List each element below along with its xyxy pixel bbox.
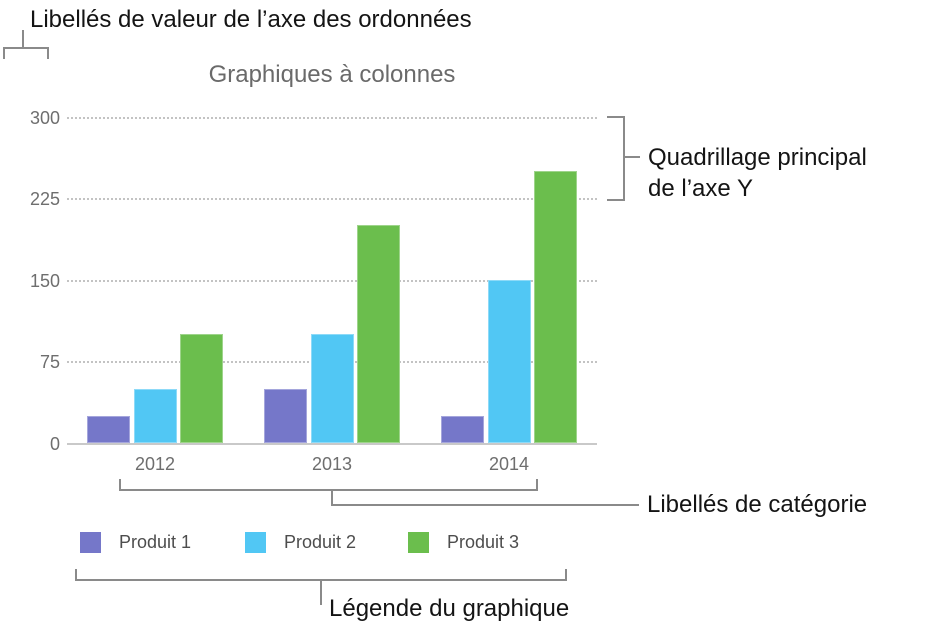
category-label-2014: 2014	[488, 454, 530, 474]
y-tick-label-75: 75	[39, 352, 60, 373]
chart-title: Graphiques à colonnes	[208, 61, 456, 88]
bar-produit-1-2012	[87, 415, 130, 443]
bracket-y-value-labels	[3, 47, 49, 59]
annotation-y-gridlines-line2: de l’axe Y	[648, 175, 753, 202]
y-gridline-225	[67, 198, 597, 201]
bracket-legend-stem	[320, 579, 322, 605]
legend-swatch-1	[80, 532, 101, 553]
bar-group-2014	[441, 171, 577, 443]
legend-label-2: Produit 2	[284, 532, 357, 552]
bar-produit-3-2014	[534, 171, 577, 443]
y-tick-label-300: 300	[29, 107, 60, 128]
y-tick-label-150: 150	[29, 270, 60, 291]
legend-swatch-2	[245, 532, 266, 553]
legend-label-3: Produit 3	[447, 532, 520, 552]
bar-group-2013	[264, 225, 400, 443]
legend-swatch-3	[408, 532, 429, 553]
bar-produit-1-2014	[441, 415, 484, 443]
bracket-y-gridlines	[607, 116, 625, 201]
legend-item-1: Produit 1	[80, 532, 191, 553]
y-tick-label-0: 0	[49, 434, 60, 454]
annotation-y-gridlines: Quadrillage principal de l’axe Y	[648, 142, 867, 204]
y-gridline-150	[67, 279, 597, 282]
category-label-2012: 2012	[134, 454, 176, 474]
legend-label-1: Produit 1	[119, 532, 192, 552]
y-tick-label-225: 225	[29, 189, 60, 210]
bar-produit-1-2013	[264, 388, 307, 443]
y-gridline-300	[67, 116, 597, 119]
bracket-category-labels	[119, 479, 538, 491]
annotation-legend: Légende du graphique	[329, 595, 570, 622]
bar-produit-2-2012	[133, 388, 177, 443]
chart-legend: Produit 1 Produit 2 Produit 3	[0, 532, 940, 554]
annotation-category-labels: Libellés de catégorie	[647, 491, 868, 518]
bar-produit-2-2013	[310, 334, 354, 443]
category-label-2013: 2013	[311, 454, 353, 474]
plot-area: 300 225 150 75 0 2012 2013 2014	[30, 108, 597, 474]
legend-item-2: Produit 2	[245, 532, 356, 553]
legend-item-3: Produit 3	[408, 532, 519, 553]
bracket-category-labels-connector	[331, 489, 639, 506]
bracket-y-gridlines-tick	[623, 156, 640, 158]
bar-produit-2-2014	[487, 279, 531, 443]
annotation-y-value-labels: Libellés de valeur de l’axe des ordonnée…	[30, 6, 472, 33]
bar-produit-3-2013	[357, 225, 400, 443]
annotation-y-gridlines-line1: Quadrillage principal	[648, 144, 867, 171]
bar-group-2012	[87, 334, 223, 443]
bracket-y-value-labels-stem	[22, 30, 24, 48]
bar-produit-3-2012	[180, 334, 223, 443]
x-axis-baseline	[67, 443, 597, 445]
